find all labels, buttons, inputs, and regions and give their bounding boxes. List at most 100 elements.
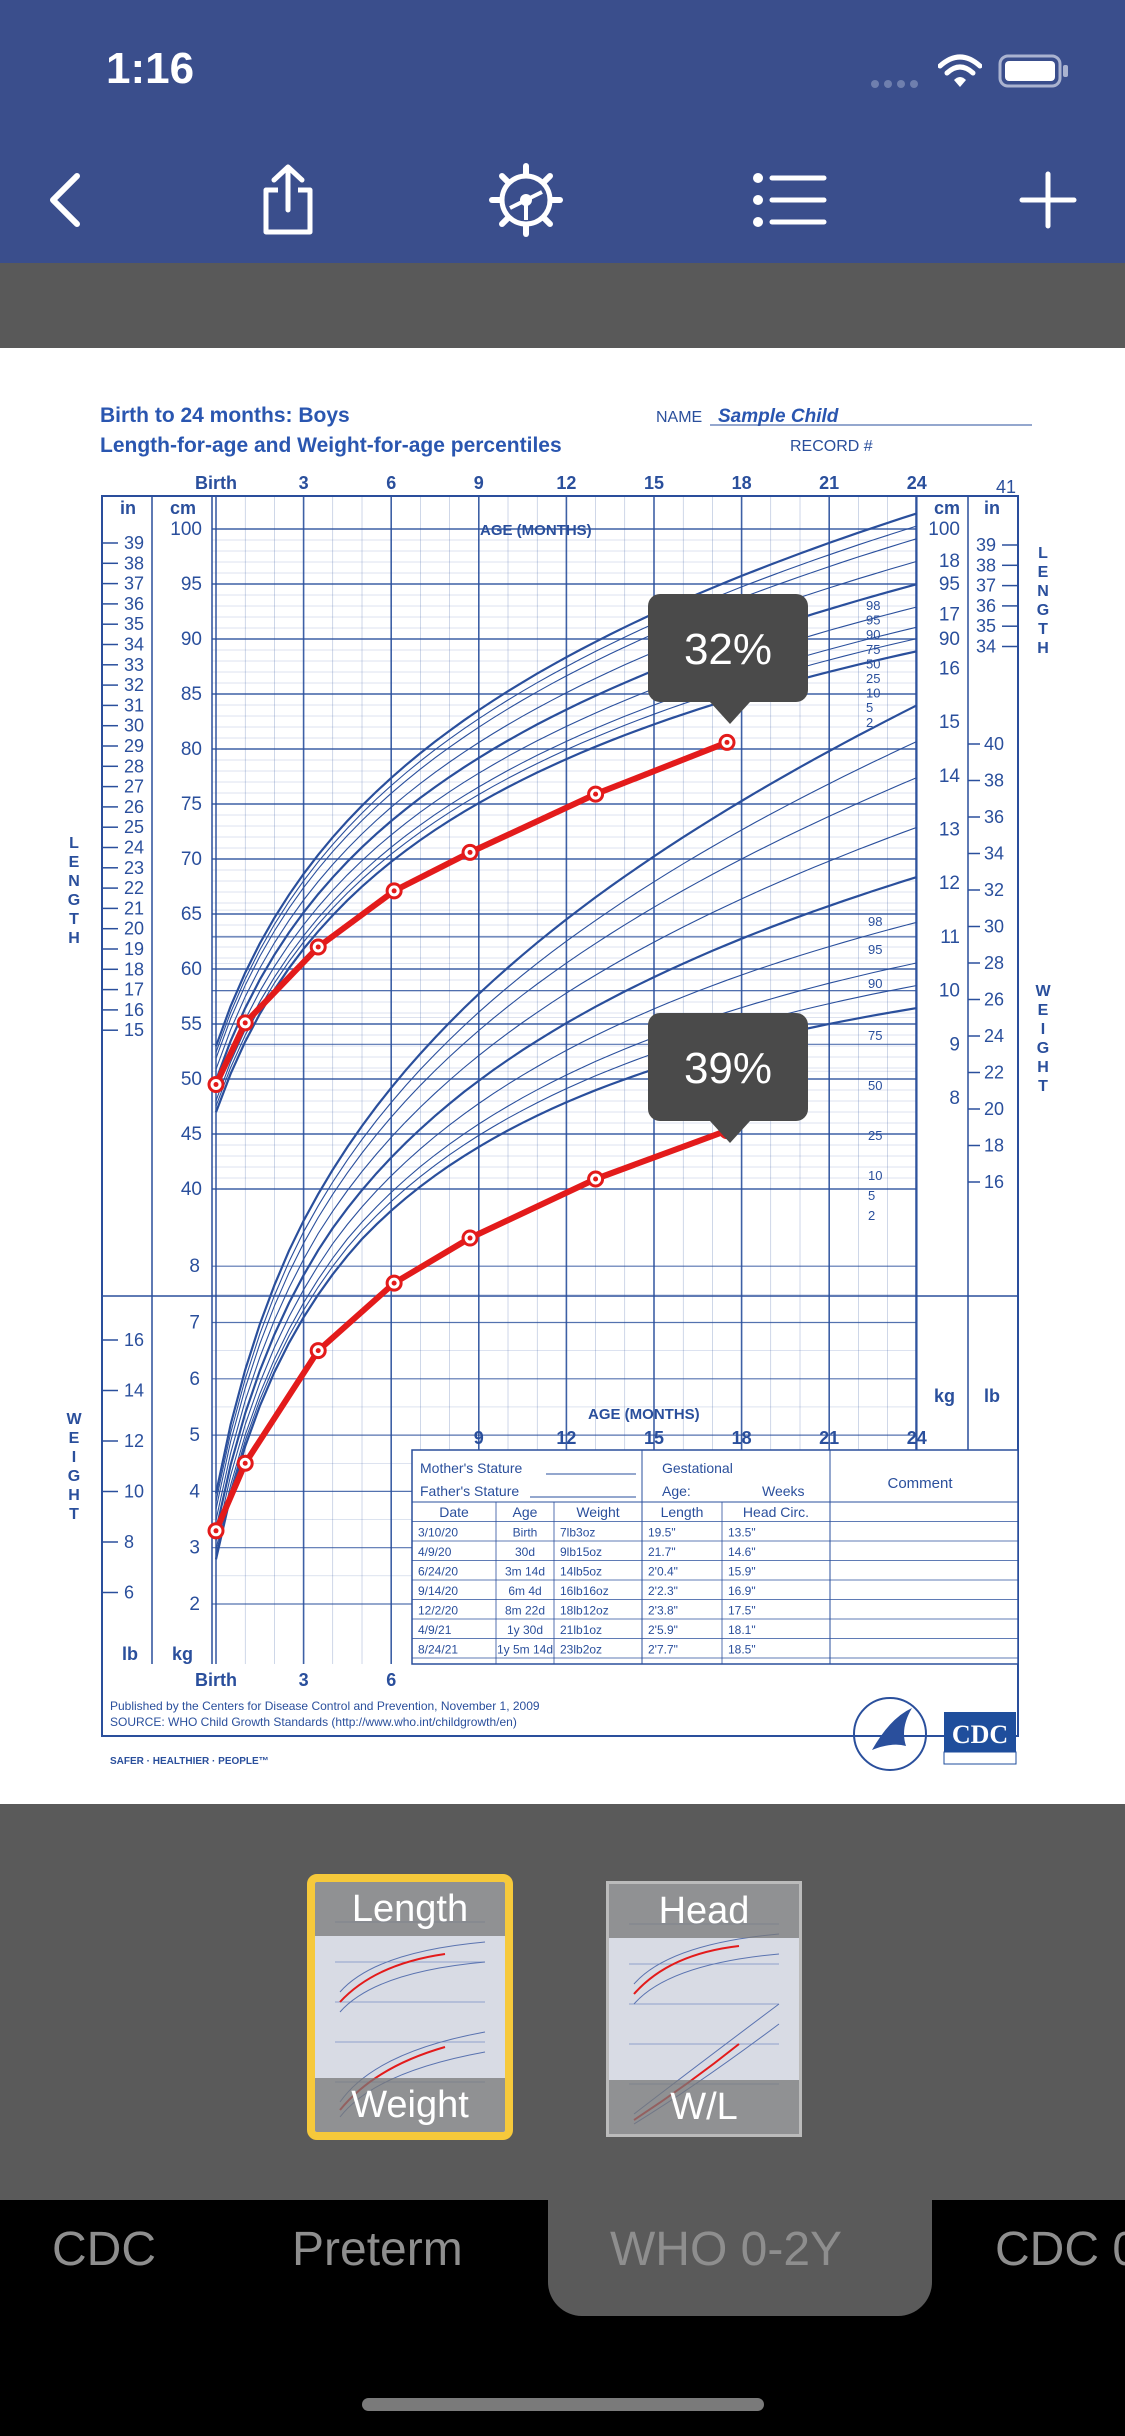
form-cell: 16.9" bbox=[728, 1584, 756, 1598]
in-tick-label: 36 bbox=[124, 594, 144, 614]
battery-icon bbox=[998, 54, 1068, 88]
settings-gear-icon[interactable] bbox=[486, 160, 566, 240]
lb-tick-label-right: 40 bbox=[984, 734, 1004, 754]
kg-tick-label-right: 16 bbox=[939, 658, 960, 679]
lb-tick-label: 10 bbox=[124, 1482, 144, 1502]
weight-percentile-curve bbox=[215, 777, 918, 1510]
age-months-top-label: AGE (MONTHS) bbox=[480, 522, 592, 539]
in-tick-label-right: 37 bbox=[976, 576, 996, 596]
form-cell: 17.5" bbox=[728, 1604, 756, 1618]
form-box bbox=[411, 1449, 1019, 1665]
form-cell: 4/9/20 bbox=[418, 1545, 452, 1559]
thumbnail-head-wl[interactable]: Head W/L bbox=[606, 1881, 802, 2137]
form-cell: 18lb12oz bbox=[560, 1604, 609, 1618]
svg-text:CDC: CDC bbox=[952, 1720, 1008, 1749]
weight-percentile-curve bbox=[215, 826, 917, 1521]
wifi-icon bbox=[938, 54, 982, 87]
age-tick-top: 3 bbox=[299, 473, 309, 493]
tab-who-0-2y[interactable]: WHO 0-2Y bbox=[610, 2223, 843, 2276]
form-header: Age bbox=[513, 1504, 538, 1520]
thumbnail-bottom-label: W/L bbox=[609, 2080, 799, 2134]
weight-title-letter: G bbox=[68, 1468, 80, 1485]
growth-chart-page[interactable]: Birth 3 6 9 12 15 18 21 24 Birth 3 6 9 12 15 18 21 24 39 38… bbox=[0, 348, 1125, 1804]
upper-frame bbox=[101, 495, 1019, 1297]
kg-tick-label: 6 bbox=[189, 1369, 200, 1390]
in-tick-label: 32 bbox=[124, 675, 144, 695]
in-tick-label: 19 bbox=[124, 939, 144, 959]
thumbnail-length-weight[interactable]: Length Weight bbox=[307, 1874, 513, 2140]
in-tick-label: 31 bbox=[124, 695, 144, 715]
hhs-seal-icon bbox=[853, 1697, 927, 1771]
weight-percentile-curve bbox=[215, 962, 917, 1550]
length-percentile-label: 95 bbox=[866, 613, 880, 628]
weight-percentile-curve bbox=[215, 984, 917, 1555]
kg-tick-label-right: 13 bbox=[939, 820, 960, 841]
lb-tick-label: 16 bbox=[124, 1330, 144, 1350]
form-header: Length bbox=[661, 1504, 704, 1520]
cm-tick-label: 40 bbox=[181, 1179, 202, 1200]
unit-lb-right: lb bbox=[984, 1386, 1000, 1406]
form-cell: 9/14/20 bbox=[418, 1584, 458, 1598]
tab-preterm[interactable]: Preterm bbox=[292, 2223, 463, 2276]
length-title-letter-right: E bbox=[1038, 564, 1049, 581]
in-tick-label-right: 39 bbox=[976, 535, 996, 555]
length-title-letter: E bbox=[69, 854, 80, 871]
top-bar bbox=[0, 0, 1125, 263]
signal-icon bbox=[871, 80, 918, 88]
unit-kg-right: kg bbox=[934, 1386, 955, 1406]
weight-percentile-label: 50 bbox=[868, 1078, 882, 1093]
kg-tick-label-right: 17 bbox=[939, 605, 960, 626]
tab-cdc[interactable]: CDC bbox=[52, 2223, 156, 2276]
in-tick-label: 39 bbox=[124, 533, 144, 553]
status-time: 1:16 bbox=[106, 44, 195, 93]
share-icon[interactable] bbox=[248, 160, 328, 240]
weight-percentile-curve bbox=[215, 921, 917, 1541]
age-tick-bottom: 3 bbox=[299, 1670, 309, 1690]
lb-tick-label-right: 22 bbox=[984, 1063, 1004, 1083]
thumbnail-strip bbox=[0, 1804, 1125, 2200]
form-cell: 6/24/20 bbox=[418, 1565, 458, 1579]
length-percentile-bubble: 32% bbox=[648, 594, 808, 724]
length-data-point-dot bbox=[467, 849, 473, 855]
form-header: Head Circ. bbox=[743, 1504, 809, 1520]
home-indicator bbox=[362, 2398, 764, 2411]
weight-data-point-dot bbox=[467, 1235, 473, 1241]
cm-tick-label: 50 bbox=[181, 1069, 202, 1090]
kg-tick-label-right: 15 bbox=[939, 712, 960, 733]
form-cell: 9lb15oz bbox=[560, 1545, 602, 1559]
form-cell: 19.5" bbox=[648, 1526, 676, 1540]
unit-lb-left: lb bbox=[122, 1644, 138, 1664]
form-cell: 7lb3oz bbox=[560, 1526, 595, 1540]
toolbar-spacer bbox=[0, 263, 1125, 348]
unit-in-right: in bbox=[984, 498, 1000, 518]
kg-tick-label: 8 bbox=[189, 1256, 200, 1277]
form-header: Weight bbox=[576, 1504, 619, 1520]
in-tick-label: 25 bbox=[124, 817, 144, 837]
length-title-letter: H bbox=[68, 930, 80, 947]
length-percentile-label: 98 bbox=[866, 598, 880, 613]
length-title-letter: L bbox=[69, 835, 79, 852]
form-header: Date bbox=[439, 1504, 469, 1520]
in-tick-label: 17 bbox=[124, 980, 144, 1000]
svg-text:39%: 39% bbox=[684, 1044, 772, 1093]
length-percentile-label: 50 bbox=[866, 656, 880, 671]
back-chevron-icon[interactable] bbox=[26, 160, 106, 240]
cm-tick-label: 55 bbox=[181, 1014, 202, 1035]
form-cell: 13.5" bbox=[728, 1526, 756, 1540]
age-tick-mid: 18 bbox=[732, 1428, 752, 1448]
list-icon[interactable] bbox=[750, 160, 830, 240]
age-tick-top: 12 bbox=[556, 473, 576, 493]
age-tick-mid: 9 bbox=[474, 1428, 484, 1448]
tab-cdc-other[interactable]: CDC 0 bbox=[995, 2223, 1125, 2276]
form-cell: 2'7.7" bbox=[648, 1643, 678, 1657]
in-tick-label: 27 bbox=[124, 777, 144, 797]
kg-tick-label: 2 bbox=[189, 1594, 200, 1615]
name-value: Sample Child bbox=[718, 406, 839, 427]
tagline: SAFER · HEALTHIER · PEOPLE™ bbox=[110, 1756, 269, 1767]
age-tick-bottom: 6 bbox=[386, 1670, 396, 1690]
form-cell: 12/2/20 bbox=[418, 1604, 458, 1618]
add-plus-icon[interactable] bbox=[1008, 160, 1088, 240]
unit-cm-right: cm bbox=[934, 498, 960, 518]
